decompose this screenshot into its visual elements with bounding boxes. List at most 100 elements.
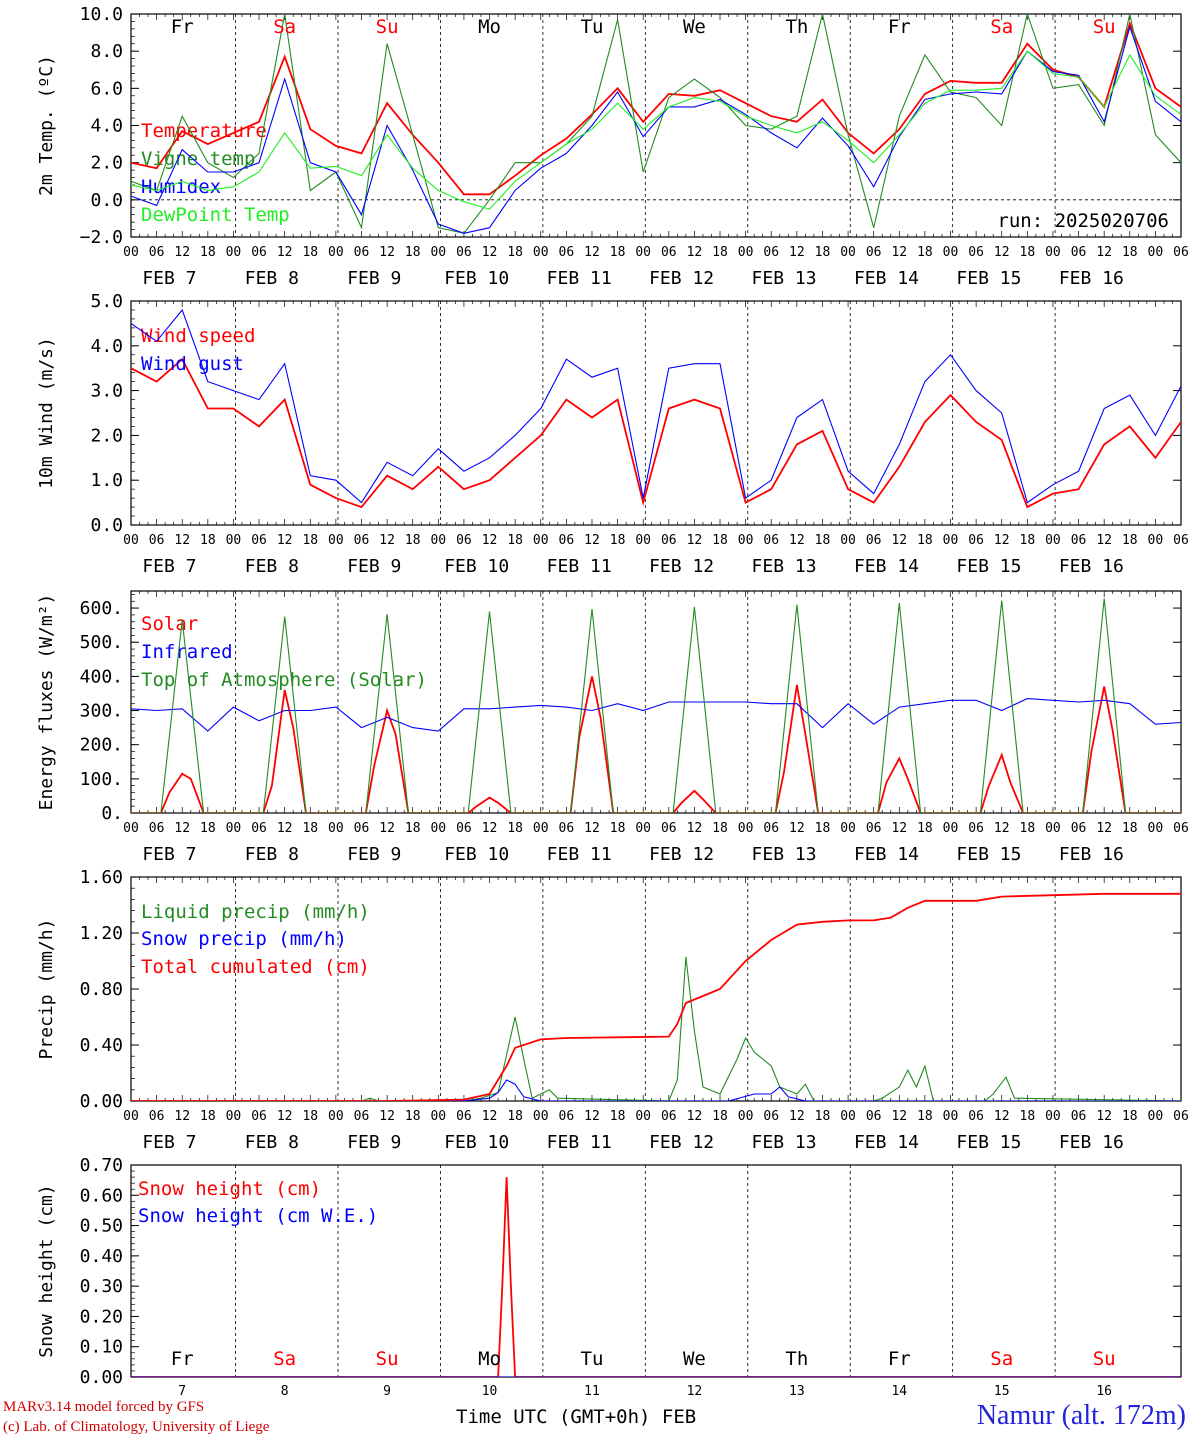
day-number: 11 bbox=[584, 1384, 600, 1399]
hour-label: 12 bbox=[379, 821, 395, 836]
series-line-wind-speed bbox=[131, 357, 1181, 509]
hour-label: 12 bbox=[687, 821, 703, 836]
hour-label: 06 bbox=[251, 1109, 267, 1124]
date-label: FEB 12 bbox=[649, 556, 714, 577]
hour-label: 12 bbox=[174, 533, 190, 548]
legend-entry: Wind gust bbox=[141, 353, 244, 375]
hour-label: 06 bbox=[661, 821, 677, 836]
hour-label: 12 bbox=[1096, 245, 1112, 260]
hour-label: 12 bbox=[174, 1109, 190, 1124]
hour-label: 00 bbox=[840, 533, 856, 548]
y-tick-label: 0.0 bbox=[90, 515, 123, 536]
y-tick-label: 4.0 bbox=[90, 336, 123, 357]
hour-label: 06 bbox=[661, 245, 677, 260]
hour-label: 06 bbox=[149, 533, 165, 548]
hour-label: 00 bbox=[123, 1109, 139, 1124]
legend-entry: Wind speed bbox=[141, 325, 255, 347]
legend-entry: DewPoint Temp bbox=[141, 204, 290, 226]
hour-label: 12 bbox=[1096, 1109, 1112, 1124]
station-name: Namur (alt. 172m) bbox=[976, 1400, 1186, 1431]
y-tick-label: 0.00 bbox=[80, 1091, 123, 1112]
hour-label: 18 bbox=[815, 533, 831, 548]
hour-label: 12 bbox=[1096, 533, 1112, 548]
precip-panel: 1.60 1.20 0.80 0.40 0.00 Precip (mm/h) Liquid … bbox=[36, 867, 1189, 1153]
hour-label: 06 bbox=[763, 533, 779, 548]
hour-label: 18 bbox=[302, 821, 318, 836]
hour-label: 00 bbox=[943, 1109, 959, 1124]
hour-label: 12 bbox=[277, 1109, 293, 1124]
hour-label: 00 bbox=[738, 245, 754, 260]
legend-entry: Temperature bbox=[141, 120, 267, 142]
date-label: FEB 14 bbox=[854, 268, 919, 289]
series-line-solar bbox=[131, 676, 1181, 813]
hour-label: 00 bbox=[943, 245, 959, 260]
date-label: FEB 14 bbox=[854, 556, 919, 577]
x-axis-title: Time UTC (GMT+0h) FEB bbox=[456, 1406, 697, 1428]
hour-label: 18 bbox=[1020, 533, 1036, 548]
hour-label: 12 bbox=[891, 533, 907, 548]
series-line-total-cumulated-cm- bbox=[131, 892, 1181, 1101]
date-label: FEB 15 bbox=[956, 556, 1021, 577]
hour-label: 18 bbox=[917, 821, 933, 836]
hour-label: 18 bbox=[917, 1109, 933, 1124]
y-tick-label: −2.0 bbox=[80, 227, 123, 248]
y-tick-label: 3.0 bbox=[90, 381, 123, 402]
date-label: FEB 12 bbox=[649, 1132, 714, 1153]
y-tick-label: 0.10 bbox=[80, 1337, 123, 1358]
hour-label: 12 bbox=[277, 821, 293, 836]
hour-label: 06 bbox=[1173, 821, 1189, 836]
hour-label: 00 bbox=[738, 533, 754, 548]
y-tick-label: 6.0 bbox=[90, 78, 123, 99]
hour-label: 00 bbox=[738, 821, 754, 836]
hour-label: 18 bbox=[815, 1109, 831, 1124]
hour-label: 18 bbox=[917, 245, 933, 260]
legend-entry: Infrared bbox=[141, 641, 233, 663]
date-label: FEB 7 bbox=[142, 268, 196, 289]
hour-label: 12 bbox=[482, 533, 498, 548]
hour-label: 12 bbox=[687, 533, 703, 548]
date-label: FEB 12 bbox=[649, 844, 714, 865]
day-number: 8 bbox=[281, 1384, 289, 1399]
day-name: Fr bbox=[171, 16, 194, 38]
hour-label: 00 bbox=[943, 533, 959, 548]
hour-label: 06 bbox=[866, 821, 882, 836]
hour-label: 06 bbox=[354, 1109, 370, 1124]
series-line-temperature bbox=[131, 20, 1181, 196]
day-name: Sa bbox=[273, 16, 296, 38]
date-label: FEB 11 bbox=[547, 268, 612, 289]
hour-label: 00 bbox=[328, 245, 344, 260]
day-number: 13 bbox=[789, 1384, 805, 1399]
hour-label: 12 bbox=[379, 1109, 395, 1124]
y-tick-label: 0.0 bbox=[90, 190, 123, 211]
y-tick-label: 0.60 bbox=[80, 1185, 123, 1206]
date-label: FEB 9 bbox=[347, 556, 401, 577]
hour-label: 06 bbox=[559, 1109, 575, 1124]
series-line-dewpoint-temp bbox=[131, 50, 1181, 210]
day-name: Su bbox=[1093, 16, 1116, 38]
y-axis-label: Precip (mm/h) bbox=[36, 919, 57, 1060]
y-tick-label: 2.0 bbox=[90, 153, 123, 174]
hour-label: 00 bbox=[840, 245, 856, 260]
hour-label: 18 bbox=[1122, 533, 1138, 548]
hour-label: 00 bbox=[1045, 245, 1061, 260]
day-number: 12 bbox=[687, 1384, 703, 1399]
wind-panel: 5.0 4.0 3.0 2.0 1.0 0.0 10m Wind (m/s) Wind spe… bbox=[36, 291, 1189, 577]
y-axis-label: 2m Temp. (ºC) bbox=[36, 55, 57, 196]
legend-entry: Snow height (cm W.E.) bbox=[138, 1205, 378, 1227]
y-tick-label: 0.20 bbox=[80, 1306, 123, 1327]
hour-label: 06 bbox=[354, 245, 370, 260]
day-name: We bbox=[683, 1348, 706, 1370]
date-label: FEB 16 bbox=[1059, 556, 1124, 577]
hour-label: 18 bbox=[815, 821, 831, 836]
hour-label: 00 bbox=[1148, 821, 1164, 836]
y-tick-label: 1.20 bbox=[80, 923, 123, 944]
hour-label: 18 bbox=[712, 821, 728, 836]
y-tick-label: 10.0 bbox=[80, 4, 123, 25]
date-label: FEB 8 bbox=[245, 1132, 299, 1153]
hour-label: 06 bbox=[763, 821, 779, 836]
hour-label: 00 bbox=[1148, 245, 1164, 260]
y-tick-label: 0.50 bbox=[80, 1216, 123, 1237]
hour-label: 06 bbox=[1173, 245, 1189, 260]
hour-label: 12 bbox=[174, 821, 190, 836]
y-tick-label: 0.70 bbox=[80, 1155, 123, 1176]
